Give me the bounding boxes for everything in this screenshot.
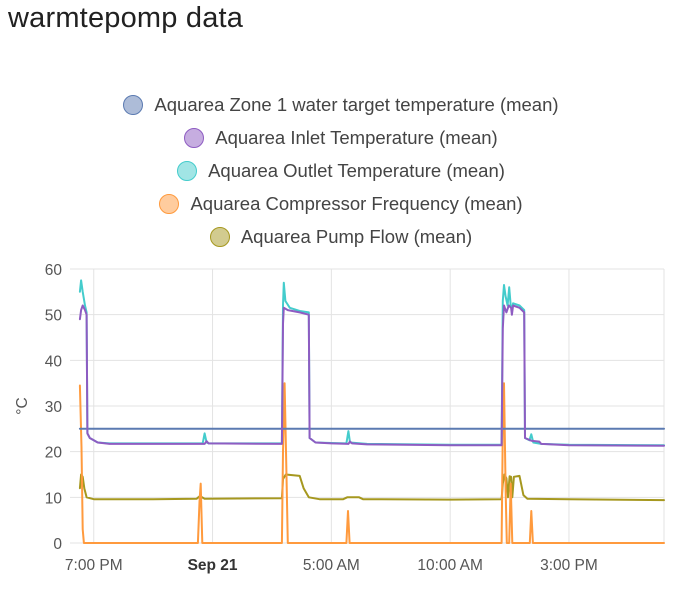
chart-area[interactable]: 60 50 40 30 20 10 0 °C 7:00 PM Sep 21 5:00 AM 10:0… bbox=[0, 255, 682, 592]
y-tick-label: 50 bbox=[45, 308, 63, 325]
legend-label: Aquarea Pump Flow (mean) bbox=[240, 225, 473, 247]
legend-color-swatch bbox=[184, 127, 205, 148]
x-tick-label: Sep 21 bbox=[188, 557, 238, 574]
series-line-aquarea-outlet-temperature[interactable] bbox=[78, 279, 665, 447]
y-tick-label: 40 bbox=[45, 353, 63, 370]
legend-item-aquarea-pump-flow[interactable]: Aquarea Pump Flow (mean) bbox=[209, 220, 473, 253]
x-tick-label: 10:00 AM bbox=[417, 557, 483, 574]
legend-label: Aquarea Outlet Temperature (mean) bbox=[208, 159, 505, 181]
y-tick-label: 60 bbox=[45, 262, 63, 279]
x-tick-label: 3:00 PM bbox=[540, 557, 598, 574]
y-axis-label: °C bbox=[14, 397, 31, 414]
legend-color-swatch bbox=[209, 226, 230, 247]
legend-item-aquarea-compressor-frequency[interactable]: Aquarea Compressor Frequency (mean) bbox=[159, 187, 523, 220]
line-chart[interactable]: 60 50 40 30 20 10 0 °C 7:00 PM Sep 21 5:00 AM 10:0… bbox=[0, 255, 682, 592]
legend-color-swatch bbox=[159, 193, 180, 214]
legend-color-swatch bbox=[123, 94, 144, 115]
chart-series bbox=[78, 279, 665, 544]
series-line-aquarea-inlet-temperature[interactable] bbox=[78, 304, 665, 447]
legend-label: Aquarea Inlet Temperature (mean) bbox=[215, 126, 498, 148]
series-line-aquarea-compressor-frequency[interactable] bbox=[78, 382, 665, 544]
chart-grid bbox=[70, 268, 665, 544]
legend-label: Aquarea Zone 1 water target temperature … bbox=[154, 93, 559, 115]
legend-item-aquarea-zone-1-water-target-temperature[interactable]: Aquarea Zone 1 water target temperature … bbox=[123, 88, 559, 121]
legend-item-aquarea-outlet-temperature[interactable]: Aquarea Outlet Temperature (mean) bbox=[177, 154, 505, 187]
y-tick-label: 30 bbox=[45, 399, 63, 416]
x-axis: 7:00 PM Sep 21 5:00 AM 10:00 AM 3:00 PM bbox=[65, 557, 598, 574]
x-tick-label: 5:00 AM bbox=[303, 557, 360, 574]
legend-label: Aquarea Compressor Frequency (mean) bbox=[190, 192, 523, 214]
card-title: warmtepomp data bbox=[8, 2, 244, 34]
legend-color-swatch bbox=[177, 160, 198, 181]
series-line-aquarea-pump-flow[interactable] bbox=[78, 473, 665, 502]
y-tick-label: 20 bbox=[45, 445, 63, 462]
chart-legend: Aquarea Zone 1 water target temperature … bbox=[0, 88, 682, 253]
x-tick-label: 7:00 PM bbox=[65, 557, 123, 574]
y-axis: 60 50 40 30 20 10 0 °C bbox=[14, 262, 62, 553]
y-tick-label: 0 bbox=[53, 536, 62, 553]
y-tick-label: 10 bbox=[45, 490, 63, 507]
legend-item-aquarea-inlet-temperature[interactable]: Aquarea Inlet Temperature (mean) bbox=[184, 121, 498, 154]
